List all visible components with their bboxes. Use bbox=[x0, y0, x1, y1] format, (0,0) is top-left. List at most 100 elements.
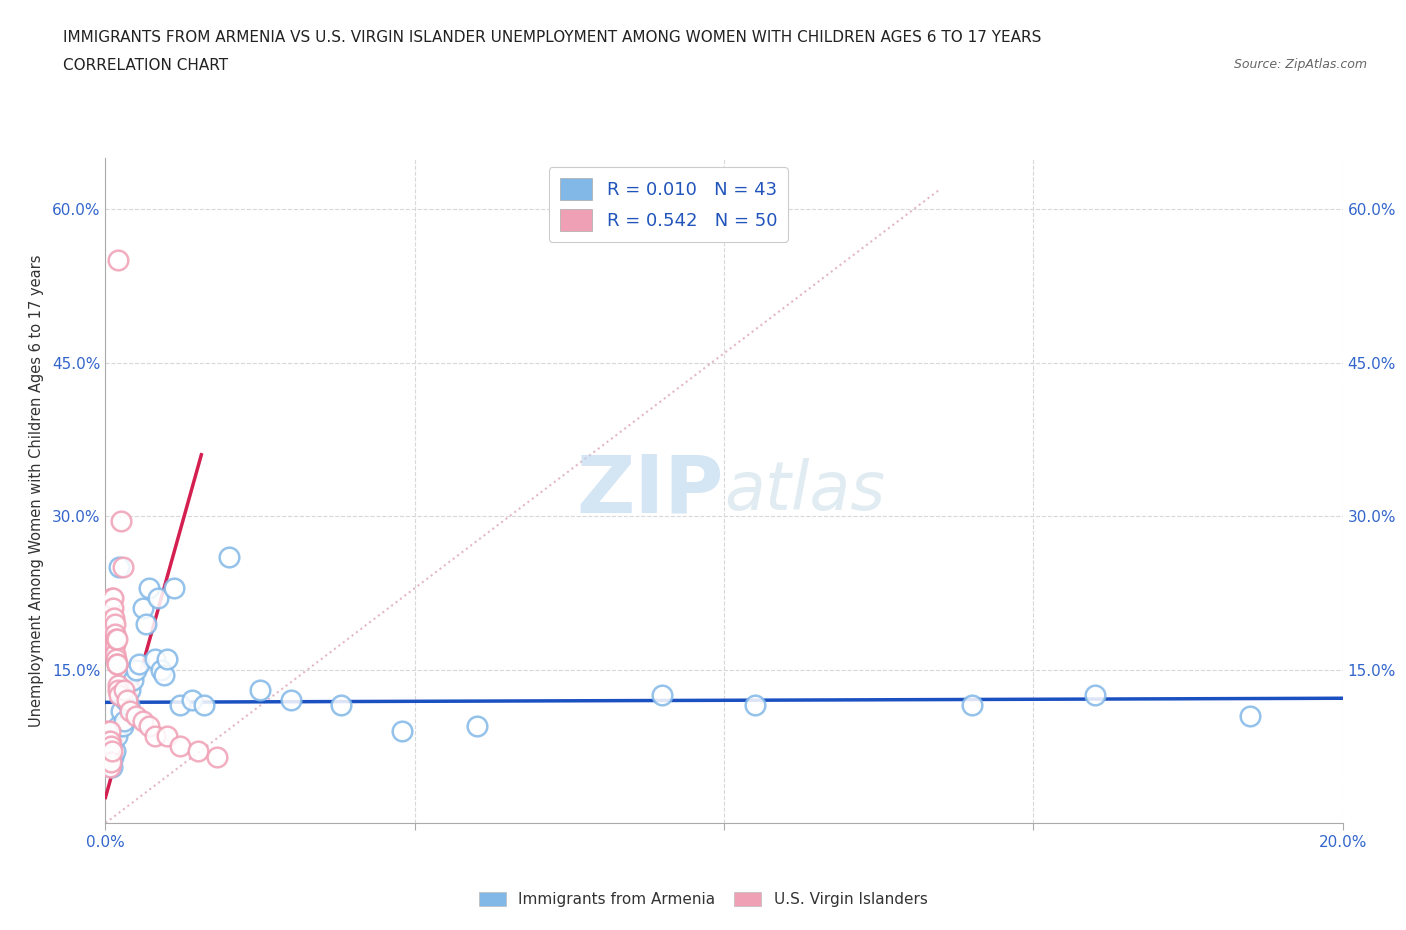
Point bbox=[108, 688, 131, 703]
Point bbox=[107, 677, 129, 692]
Point bbox=[104, 627, 127, 642]
Point bbox=[138, 719, 160, 734]
Point bbox=[187, 744, 209, 759]
Point bbox=[100, 738, 122, 753]
Point bbox=[131, 713, 153, 728]
Point bbox=[249, 683, 271, 698]
Point bbox=[143, 652, 166, 667]
Legend: Immigrants from Armenia, U.S. Virgin Islanders: Immigrants from Armenia, U.S. Virgin Isl… bbox=[472, 885, 934, 913]
Point bbox=[125, 709, 148, 724]
Point bbox=[156, 729, 179, 744]
Point bbox=[105, 658, 128, 672]
Point bbox=[156, 652, 179, 667]
Point bbox=[104, 647, 127, 662]
Point bbox=[169, 738, 191, 753]
Point bbox=[169, 698, 191, 713]
Point bbox=[100, 754, 122, 769]
Point bbox=[1084, 688, 1107, 703]
Point bbox=[120, 703, 142, 718]
Point bbox=[98, 734, 121, 749]
Point bbox=[97, 744, 120, 759]
Text: atlas: atlas bbox=[724, 458, 886, 524]
Point bbox=[111, 560, 134, 575]
Point bbox=[100, 591, 122, 605]
Point bbox=[143, 729, 166, 744]
Point bbox=[104, 652, 127, 667]
Point bbox=[100, 611, 122, 626]
Point bbox=[98, 750, 121, 764]
Point bbox=[280, 693, 302, 708]
Point bbox=[103, 611, 125, 626]
Point bbox=[146, 591, 169, 605]
Point bbox=[744, 698, 766, 713]
Point bbox=[114, 693, 136, 708]
Point bbox=[110, 514, 132, 529]
Point bbox=[98, 744, 121, 759]
Point bbox=[105, 729, 128, 744]
Text: Source: ZipAtlas.com: Source: ZipAtlas.com bbox=[1233, 58, 1367, 71]
Point bbox=[218, 550, 240, 565]
Point bbox=[104, 637, 127, 652]
Point bbox=[391, 724, 413, 738]
Point bbox=[118, 698, 141, 713]
Text: CORRELATION CHART: CORRELATION CHART bbox=[63, 58, 228, 73]
Point bbox=[111, 719, 134, 734]
Point bbox=[105, 658, 128, 672]
Point bbox=[100, 754, 122, 769]
Point bbox=[150, 662, 173, 677]
Point bbox=[100, 759, 122, 774]
Point bbox=[1239, 709, 1261, 724]
Point bbox=[162, 580, 184, 595]
Point bbox=[107, 683, 129, 698]
Point bbox=[96, 724, 118, 738]
Point bbox=[104, 631, 127, 646]
Point bbox=[97, 754, 120, 769]
Point bbox=[107, 719, 129, 734]
Point bbox=[193, 698, 215, 713]
Point bbox=[115, 693, 138, 708]
Point bbox=[960, 698, 983, 713]
Point bbox=[97, 734, 120, 749]
Point bbox=[100, 734, 122, 749]
Point bbox=[100, 724, 122, 738]
Point bbox=[465, 719, 488, 734]
Point bbox=[103, 621, 125, 636]
Point bbox=[101, 750, 124, 764]
Point bbox=[101, 611, 124, 626]
Point bbox=[131, 601, 153, 616]
Text: IMMIGRANTS FROM ARMENIA VS U.S. VIRGIN ISLANDER UNEMPLOYMENT AMONG WOMEN WITH CH: IMMIGRANTS FROM ARMENIA VS U.S. VIRGIN I… bbox=[63, 30, 1042, 45]
Point bbox=[138, 580, 160, 595]
Point bbox=[329, 698, 352, 713]
Point bbox=[104, 724, 127, 738]
Point bbox=[135, 617, 157, 631]
Point bbox=[103, 601, 125, 616]
Point bbox=[104, 617, 127, 631]
Point bbox=[101, 601, 124, 616]
Point bbox=[128, 658, 150, 672]
Point bbox=[122, 672, 145, 687]
Text: ZIP: ZIP bbox=[576, 452, 724, 529]
Point bbox=[105, 631, 128, 646]
Point bbox=[100, 738, 122, 753]
Point bbox=[107, 253, 129, 268]
Point bbox=[125, 662, 148, 677]
Point bbox=[101, 591, 124, 605]
Point bbox=[651, 688, 673, 703]
Legend: R = 0.010   N = 43, R = 0.542   N = 50: R = 0.010 N = 43, R = 0.542 N = 50 bbox=[548, 167, 787, 242]
Point bbox=[115, 688, 138, 703]
Point bbox=[100, 759, 122, 774]
Point bbox=[100, 744, 122, 759]
Point bbox=[101, 621, 124, 636]
Point bbox=[100, 734, 122, 749]
Point bbox=[108, 560, 131, 575]
Point bbox=[104, 744, 127, 759]
Point bbox=[103, 637, 125, 652]
Point bbox=[110, 703, 132, 718]
Point bbox=[181, 693, 204, 708]
Point bbox=[112, 713, 135, 728]
Y-axis label: Unemployment Among Women with Children Ages 6 to 17 years: Unemployment Among Women with Children A… bbox=[28, 254, 44, 727]
Point bbox=[112, 683, 135, 698]
Point bbox=[120, 683, 142, 698]
Point bbox=[98, 734, 121, 749]
Point bbox=[153, 668, 176, 683]
